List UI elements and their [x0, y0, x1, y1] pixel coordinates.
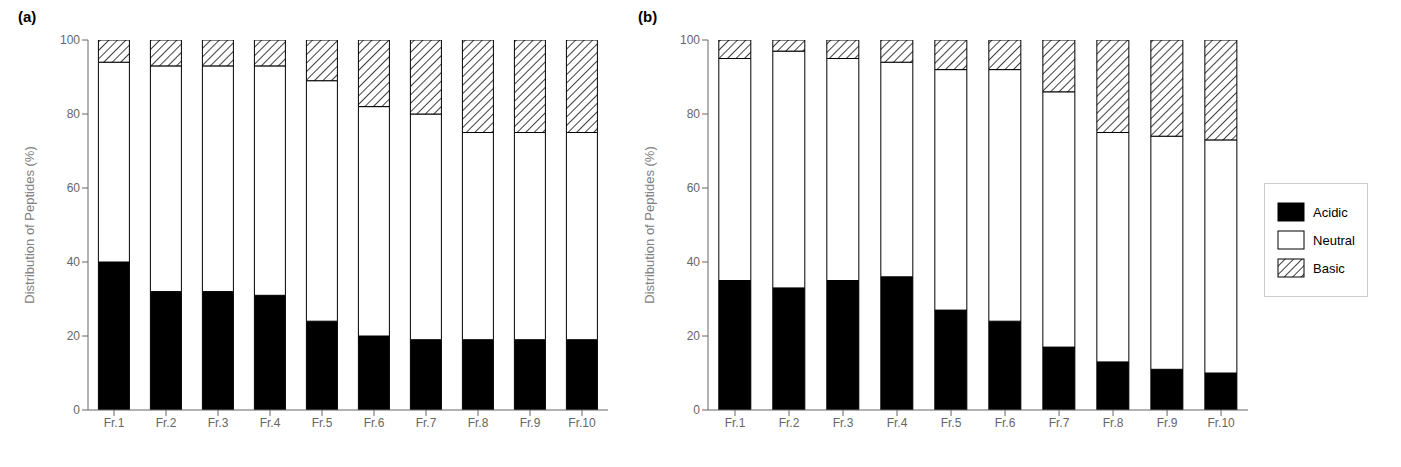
- svg-text:40: 40: [687, 255, 701, 269]
- svg-text:Fr.8: Fr.8: [1103, 416, 1124, 430]
- svg-text:Fr.7: Fr.7: [1049, 416, 1070, 430]
- html-text:Acidic: Acidic: [1313, 204, 1348, 220]
- svg-text:80: 80: [687, 107, 701, 121]
- svg-text:60: 60: [67, 181, 81, 195]
- svg-text:20: 20: [687, 329, 701, 343]
- svg-text:Fr.6: Fr.6: [364, 416, 385, 430]
- svg-text:40: 40: [67, 255, 81, 269]
- svg-text:Fr.9: Fr.9: [520, 416, 541, 430]
- svg-text:80: 80: [67, 107, 81, 121]
- html-text:Basic: Basic: [1313, 260, 1345, 276]
- svg-text:Distribution of Peptides (%): Distribution of Peptides (%): [22, 146, 37, 304]
- svg-text:Fr.5: Fr.5: [312, 416, 333, 430]
- svg-text:Fr.10: Fr.10: [1207, 416, 1235, 430]
- svg-text:Fr.6: Fr.6: [995, 416, 1016, 430]
- svg-text:0: 0: [73, 403, 80, 417]
- svg-text:20: 20: [67, 329, 81, 343]
- svg-text:Fr.5: Fr.5: [941, 416, 962, 430]
- svg-text:Fr.7: Fr.7: [416, 416, 437, 430]
- svg-text:Fr.2: Fr.2: [156, 416, 177, 430]
- svg-text:Fr.1: Fr.1: [104, 416, 125, 430]
- svg-text:Fr.3: Fr.3: [208, 416, 229, 430]
- svg-text:100: 100: [680, 33, 700, 47]
- svg-text:100: 100: [60, 33, 80, 47]
- svg-text:Fr.4: Fr.4: [260, 416, 281, 430]
- svg-text:Fr.3: Fr.3: [833, 416, 854, 430]
- html-text:(a): (a): [18, 8, 37, 25]
- svg-text:Fr.10: Fr.10: [568, 416, 596, 430]
- svg-text:Fr.2: Fr.2: [779, 416, 800, 430]
- html-text:Neutral: Neutral: [1313, 232, 1355, 248]
- html-text:(b): (b): [638, 8, 658, 25]
- svg-text:Fr.4: Fr.4: [887, 416, 908, 430]
- svg-text:60: 60: [687, 181, 701, 195]
- svg-text:Fr.1: Fr.1: [725, 416, 746, 430]
- svg-text:0: 0: [693, 403, 700, 417]
- svg-text:Fr.9: Fr.9: [1157, 416, 1178, 430]
- svg-text:Distribution of Peptides (%): Distribution of Peptides (%): [642, 146, 657, 304]
- svg-text:Fr.8: Fr.8: [468, 416, 489, 430]
